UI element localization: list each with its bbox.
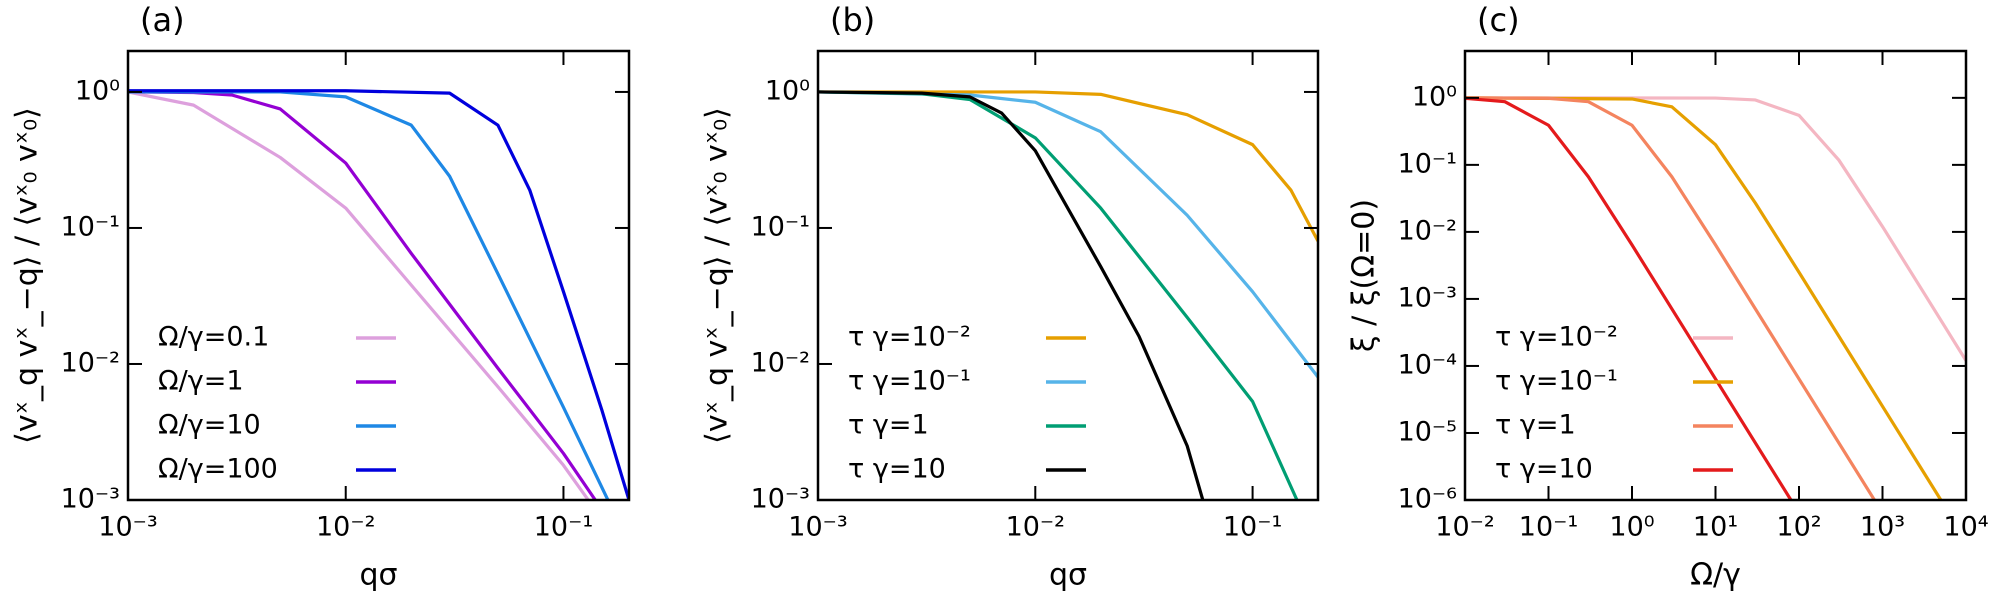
x-tick-label: 10⁻¹ bbox=[1223, 512, 1282, 543]
y-tick-label: 10⁻¹ bbox=[1398, 148, 1457, 179]
y-tick-label: 10⁻⁵ bbox=[1398, 416, 1457, 447]
x-axis-label: qσ bbox=[1049, 558, 1087, 593]
x-axis-label: Ω/γ bbox=[1690, 558, 1741, 593]
data-line bbox=[128, 90, 610, 500]
x-tick-label: 10⁰ bbox=[1609, 512, 1654, 543]
y-tick-label: 10⁻⁶ bbox=[1398, 484, 1457, 515]
y-axis-label: ξ / ξ(Ω=0) bbox=[1347, 199, 1382, 352]
y-axis-label: ⟨vˣ_q vˣ_−q⟩ / ⟨vˣ₀ vˣ₀⟩ bbox=[700, 107, 735, 444]
legend-label: Ω/γ=10 bbox=[158, 410, 261, 441]
x-tick-label: 10⁻³ bbox=[98, 512, 157, 543]
x-tick-label: 10⁻¹ bbox=[1519, 512, 1578, 543]
y-tick-label: 10⁻² bbox=[751, 347, 810, 378]
y-tick-label: 10⁻¹ bbox=[61, 211, 120, 242]
panel-title: (b) bbox=[830, 1, 875, 39]
x-tick-label: 10² bbox=[1776, 512, 1821, 543]
legend-label: τ γ=10⁻² bbox=[1495, 322, 1618, 353]
x-tick-label: 10⁴ bbox=[1943, 512, 1988, 543]
legend-label: τ γ=10⁻¹ bbox=[1495, 366, 1618, 397]
data-line bbox=[818, 90, 1318, 379]
x-tick-label: 10¹ bbox=[1693, 512, 1738, 543]
data-line bbox=[818, 90, 1205, 500]
y-tick-label: 10⁻² bbox=[61, 347, 120, 378]
y-axis-label: ⟨vˣ_q vˣ_−q⟩ / ⟨vˣ₀ vˣ₀⟩ bbox=[10, 107, 45, 444]
data-line bbox=[1465, 96, 1793, 500]
data-line bbox=[1465, 96, 1966, 362]
y-tick-label: 10⁰ bbox=[75, 75, 120, 106]
data-line bbox=[128, 89, 629, 500]
data-line bbox=[128, 90, 590, 500]
x-tick-label: 10⁻¹ bbox=[534, 512, 593, 543]
legend-label: τ γ=10 bbox=[848, 454, 946, 485]
x-tick-label: 10⁻² bbox=[1006, 512, 1065, 543]
plot-frame bbox=[126, 49, 631, 502]
legend-label: Ω/γ=1 bbox=[158, 366, 244, 397]
y-tick-label: 10⁻³ bbox=[1398, 282, 1457, 313]
plot-frame bbox=[816, 49, 1320, 502]
legend-label: τ γ=10⁻² bbox=[848, 322, 971, 353]
y-tick-label: 10⁻² bbox=[1398, 215, 1457, 246]
legend-label: Ω/γ=100 bbox=[158, 454, 278, 485]
legend-label: Ω/γ=0.1 bbox=[158, 322, 269, 353]
y-tick-label: 10⁻³ bbox=[751, 484, 810, 515]
data-line bbox=[1465, 96, 1876, 500]
legend-label: τ γ=10⁻¹ bbox=[848, 366, 971, 397]
panel-title: (c) bbox=[1477, 1, 1520, 39]
legend-label: τ γ=1 bbox=[1495, 410, 1576, 441]
y-tick-label: 10⁰ bbox=[1412, 81, 1457, 112]
y-tick-label: 10⁻¹ bbox=[751, 211, 810, 242]
data-line bbox=[1465, 96, 1943, 500]
x-tick-label: 10³ bbox=[1860, 512, 1905, 543]
x-tick-label: 10⁻² bbox=[1435, 512, 1494, 543]
y-tick-label: 10⁰ bbox=[765, 75, 810, 106]
legend-label: τ γ=1 bbox=[848, 410, 929, 441]
x-axis-label: qσ bbox=[359, 558, 397, 593]
y-tick-label: 10⁻⁴ bbox=[1398, 349, 1457, 380]
panel-title: (a) bbox=[140, 1, 185, 39]
x-tick-label: 10⁻³ bbox=[788, 512, 847, 543]
data-line bbox=[818, 90, 1318, 242]
y-tick-label: 10⁻³ bbox=[61, 484, 120, 515]
x-tick-label: 10⁻² bbox=[316, 512, 375, 543]
legend-label: τ γ=10 bbox=[1495, 454, 1593, 485]
